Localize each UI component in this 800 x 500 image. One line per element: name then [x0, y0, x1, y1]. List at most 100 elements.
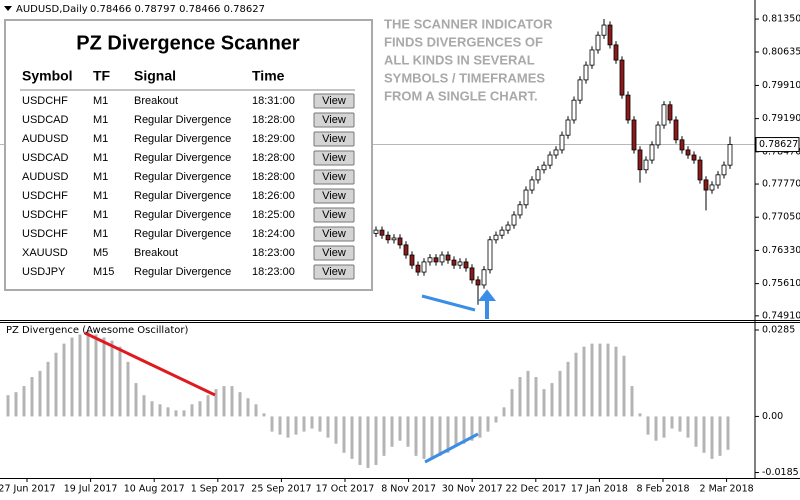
- histogram-bar: [422, 416, 426, 459]
- current-price-label: 0.78627: [759, 139, 798, 150]
- candle-body: [481, 269, 487, 286]
- signal-arrow: [477, 289, 497, 319]
- x-tick-label: 22 Dec 2017: [505, 484, 566, 495]
- histogram-bar: [366, 416, 370, 468]
- histogram-bar: [134, 383, 138, 417]
- table-cell: Regular Divergence: [134, 133, 231, 145]
- histogram-bar: [46, 361, 50, 417]
- histogram-bar: [38, 370, 42, 417]
- candle-body: [721, 164, 727, 176]
- candle-body: [469, 267, 475, 281]
- y-tick-label: 0.81350: [762, 14, 800, 25]
- view-button[interactable]: [313, 207, 355, 223]
- scanner-panel: PZ Divergence Scanner Symbol TF Signal Time…: [4, 19, 373, 291]
- table-cell: Breakout: [134, 247, 178, 259]
- candle-body: [655, 124, 661, 146]
- candle-body: [607, 24, 613, 46]
- candle-body: [385, 234, 391, 241]
- view-button-label[interactable]: View: [322, 171, 346, 183]
- candle-body: [439, 254, 445, 263]
- histogram-bar: [702, 416, 706, 453]
- table-cell: Regular Divergence: [134, 228, 231, 240]
- column-header: Symbol: [22, 68, 73, 84]
- candle-body: [661, 104, 667, 126]
- candle-body: [487, 239, 493, 271]
- candle-body: [541, 164, 547, 171]
- view-button-label[interactable]: View: [322, 133, 346, 145]
- histogram-bar: [214, 389, 218, 417]
- candle-body: [517, 204, 523, 216]
- view-button-label[interactable]: View: [322, 209, 346, 221]
- candle-body: [595, 34, 601, 51]
- candle-body: [583, 64, 589, 81]
- histogram-bar: [70, 337, 74, 417]
- view-button-label[interactable]: View: [322, 228, 346, 240]
- candle-body: [505, 224, 511, 231]
- y-tick-label: 0.74910: [762, 310, 800, 321]
- table-cell: 18:28:00: [252, 171, 295, 183]
- view-button[interactable]: [313, 150, 355, 166]
- view-button[interactable]: [313, 169, 355, 185]
- view-button-label[interactable]: View: [322, 266, 346, 278]
- table-cell: 18:23:00: [252, 247, 295, 259]
- y-tick-label: 0.00: [762, 411, 783, 422]
- table-cell: Regular Divergence: [134, 266, 231, 278]
- view-button-label[interactable]: View: [322, 190, 346, 202]
- histogram-bar: [102, 337, 106, 417]
- view-button[interactable]: [313, 264, 355, 280]
- histogram-bar: [262, 413, 266, 417]
- table-cell: 18:26:00: [252, 190, 295, 202]
- x-tick-label: 8 Nov 2017: [381, 484, 436, 495]
- view-button-label[interactable]: View: [322, 95, 346, 107]
- candle-body: [679, 139, 685, 151]
- histogram-bar: [142, 395, 146, 417]
- view-button-label[interactable]: View: [322, 152, 346, 164]
- price-pane: [0, 19, 755, 305]
- x-tick-label: 27 Jun 2017: [0, 484, 56, 495]
- candle-body: [571, 99, 577, 121]
- view-button-label[interactable]: View: [322, 247, 346, 259]
- histogram-bar: [382, 416, 386, 456]
- histogram-bar: [566, 361, 570, 417]
- table-cell: 18:25:00: [252, 209, 295, 221]
- histogram-bar: [470, 416, 474, 441]
- histogram-bar: [238, 392, 242, 417]
- table-cell: USDJPY: [22, 266, 66, 278]
- candle-body: [709, 184, 715, 191]
- table-cell: AUDUSD: [22, 133, 69, 145]
- candle-body: [379, 229, 385, 236]
- candle-body: [397, 237, 403, 246]
- histogram-bar: [118, 346, 122, 417]
- candle-body: [637, 149, 643, 171]
- table-cell: Regular Divergence: [134, 171, 231, 183]
- histogram-bar: [126, 361, 130, 417]
- view-button[interactable]: [313, 226, 355, 242]
- histogram-bar: [430, 416, 434, 459]
- trend-line: [84, 331, 216, 397]
- candle-body: [427, 257, 433, 263]
- view-button[interactable]: [313, 131, 355, 147]
- candle-body: [643, 159, 649, 171]
- histogram-bar: [158, 404, 162, 417]
- histogram-bar: [446, 416, 450, 453]
- view-button[interactable]: [313, 112, 355, 128]
- candle-body: [547, 154, 553, 166]
- view-button[interactable]: [313, 93, 355, 109]
- menu-arrow[interactable]: [4, 6, 12, 11]
- histogram-bar: [510, 389, 514, 417]
- table-cell: M5: [93, 247, 108, 259]
- y-tick-label: 0.77050: [762, 212, 800, 223]
- table-cell: 18:29:00: [252, 133, 295, 145]
- table-cell: M1: [93, 133, 108, 145]
- histogram-bar: [526, 370, 530, 417]
- view-button[interactable]: [313, 245, 355, 261]
- histogram-bar: [574, 352, 578, 417]
- x-tick-label: 2 Mar 2018: [700, 484, 754, 495]
- view-button[interactable]: [313, 188, 355, 204]
- histogram-bar: [342, 416, 346, 453]
- view-button-label[interactable]: View: [322, 114, 346, 126]
- histogram-bar: [278, 416, 282, 435]
- table-cell: Regular Divergence: [134, 114, 231, 126]
- histogram-bar: [654, 416, 658, 441]
